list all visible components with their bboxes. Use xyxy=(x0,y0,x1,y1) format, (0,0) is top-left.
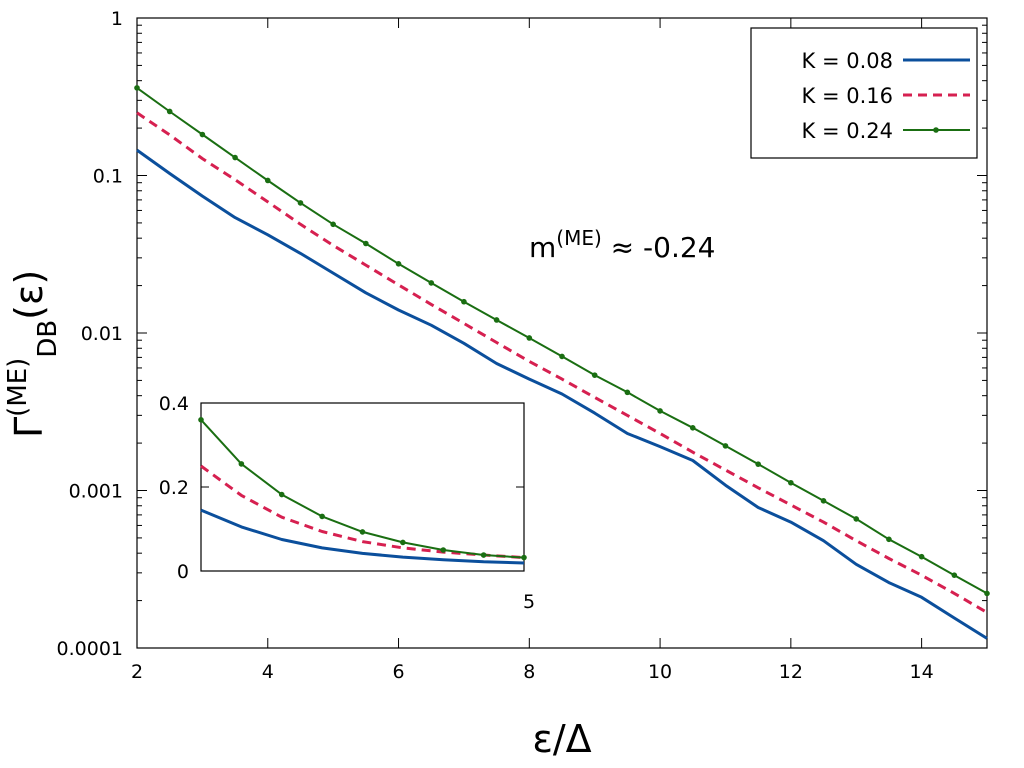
inset-frame xyxy=(200,402,525,572)
y-tick-label: 0.1 xyxy=(93,166,123,188)
series-3-point xyxy=(853,516,860,522)
y-axis-label-arg: (ε) xyxy=(7,270,51,320)
series-3-point xyxy=(951,572,958,578)
x-tick-label: 6 xyxy=(392,661,404,683)
legend-label-2: K = 0.16 xyxy=(802,84,893,108)
y-tick-label: 1 xyxy=(111,8,123,30)
y-tick-label: 0.01 xyxy=(81,323,123,345)
series-3-point xyxy=(984,590,990,597)
series-3-point xyxy=(788,479,794,486)
x-tick-label: 2 xyxy=(131,661,143,683)
series-3-point xyxy=(493,317,500,323)
inset-series-group xyxy=(198,417,527,565)
series-3-point xyxy=(363,240,369,247)
series-2-line xyxy=(136,111,988,614)
y-axis-label-sub: DB xyxy=(33,320,63,358)
y-axis-label-main: Γ xyxy=(7,417,51,438)
x-tick-label: 8 xyxy=(523,661,535,683)
inset-x-tick-label: 5 xyxy=(523,591,535,613)
slope-annotation-rest: ≈ -0.24 xyxy=(602,231,716,264)
legend-swatch-marker-3 xyxy=(933,127,939,133)
x-axis-label: ε/Δ xyxy=(532,717,591,761)
inset-series-3-point xyxy=(400,539,406,546)
series-3-point xyxy=(820,498,827,504)
series-3-point xyxy=(330,221,336,228)
series-3-point xyxy=(297,200,304,206)
series-3-point xyxy=(395,261,402,267)
legend-label-3: K = 0.24 xyxy=(802,119,893,143)
legend: K = 0.08 K = 0.16 K = 0.24 xyxy=(802,49,970,143)
series-3-point xyxy=(134,85,140,91)
series-3-point xyxy=(428,280,435,286)
inset-series-3-point xyxy=(198,417,204,423)
x-tick-label: 4 xyxy=(262,661,274,683)
series-3-point xyxy=(722,443,729,449)
series-3-point xyxy=(559,353,565,360)
series-3-point xyxy=(624,389,631,396)
series-3-point xyxy=(689,425,696,431)
main-axis-ticks: 2 4 6 8 10 12 14 0.0001 0.001 0.01 0.1 1 xyxy=(57,8,987,683)
series-3-point xyxy=(755,461,761,467)
series-3-point xyxy=(199,131,206,138)
series-3-point xyxy=(264,177,271,184)
slope-annotation-sup: (ME) xyxy=(556,226,602,250)
inset-y-tick-label: 0 xyxy=(177,561,189,583)
y-tick-label: 0.001 xyxy=(69,481,123,503)
slope-annotation: m(ME) ≈ -0.24 xyxy=(529,226,716,264)
series-3-point xyxy=(461,298,467,305)
main-series-group xyxy=(134,85,990,640)
series-3-point xyxy=(886,536,892,543)
slope-annotation-base: m xyxy=(529,231,556,264)
y-axis-label: Γ(ME)DB(ε) xyxy=(3,270,63,438)
inset-series-3-point xyxy=(440,547,447,553)
y-tick-label: 0.0001 xyxy=(57,638,123,660)
x-tick-label: 14 xyxy=(910,661,934,683)
inset-series-3-point xyxy=(319,513,325,520)
inset-y-tick-label: 0.2 xyxy=(159,477,189,499)
series-3-point xyxy=(232,154,238,161)
y-axis-label-sup: (ME) xyxy=(3,358,33,417)
inset-series-3-point xyxy=(238,461,245,467)
inset-axis-ticks: 0 0.2 0.4 5 xyxy=(159,393,535,613)
series-3-point xyxy=(657,408,663,414)
series-3-point xyxy=(918,553,925,560)
series-3-point xyxy=(166,108,173,115)
inset-series-3-point xyxy=(359,529,366,535)
inset-series-1-line xyxy=(200,508,525,565)
series-3-point xyxy=(526,335,533,341)
series-3-point xyxy=(591,372,598,378)
legend-box xyxy=(750,27,978,159)
legend-label-1: K = 0.08 xyxy=(802,49,893,73)
inset-series-3-point xyxy=(278,491,285,498)
series-1-line xyxy=(136,148,988,640)
inset-y-tick-label: 0.4 xyxy=(159,393,189,415)
inset-series-3-point xyxy=(480,552,487,558)
x-tick-label: 12 xyxy=(779,661,803,683)
inset-series-3-point xyxy=(521,554,527,561)
x-tick-label: 10 xyxy=(648,661,672,683)
